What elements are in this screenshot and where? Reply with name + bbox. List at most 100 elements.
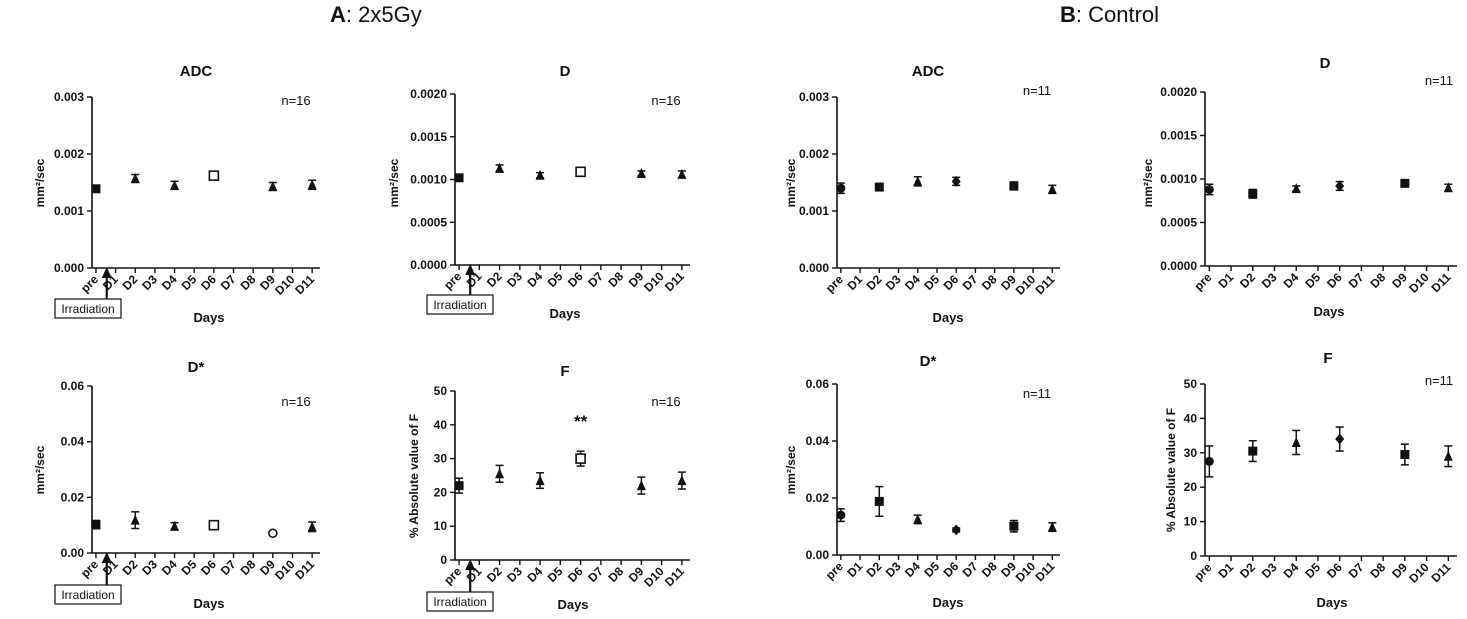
y-tick-label: 0.02	[61, 490, 85, 504]
x-tick-label: D1	[1215, 270, 1236, 291]
x-tick-label: D4	[159, 272, 180, 293]
x-tick-label: D8	[605, 269, 626, 290]
y-tick-label: 0.0000	[410, 258, 447, 272]
y-tick-label: 0.0020	[1160, 85, 1197, 99]
x-tick-label: D5	[545, 269, 566, 290]
x-tick-label: D2	[1237, 560, 1258, 581]
data-point-3	[208, 519, 220, 531]
data-point-0	[91, 520, 101, 530]
x-axis-label: Days	[193, 310, 224, 325]
x-tick-label: pre	[823, 559, 846, 582]
x-tick-label: D3	[139, 557, 160, 578]
data-point-4	[636, 480, 646, 491]
x-tick-label: D6	[198, 557, 219, 578]
y-tick-label: 0.0020	[410, 87, 447, 101]
data-point-0	[454, 173, 464, 183]
y-tick-label: 0.000	[54, 261, 84, 275]
sample-size-label: n=11	[1425, 373, 1453, 388]
x-tick-label: D8	[238, 557, 259, 578]
data-point-3	[1335, 180, 1345, 192]
x-tick-label: D7	[1346, 560, 1367, 581]
x-tick-label: D2	[120, 272, 141, 293]
x-tick-label: D3	[504, 564, 525, 585]
data-point-3	[951, 524, 961, 536]
irradiation-label: Irradiation	[433, 595, 486, 609]
x-tick-label: D2	[1237, 270, 1258, 291]
y-axis-label: mm²/sec	[784, 158, 798, 207]
data-point-0	[836, 183, 846, 193]
x-axis-label: Days	[193, 596, 224, 611]
data-point-2	[535, 475, 545, 486]
data-point-1	[874, 496, 884, 506]
group-title-b: B: Control	[1060, 2, 1159, 28]
x-tick-label: D10	[1406, 270, 1432, 296]
irradiation-label: Irradiation	[433, 298, 486, 312]
data-point-2	[1291, 436, 1301, 447]
x-tick-label: D2	[484, 269, 505, 290]
x-tick-label: D6	[941, 559, 962, 580]
x-axis-label: Days	[932, 310, 963, 325]
data-point-0	[1204, 184, 1214, 194]
y-tick-label: 0.0015	[410, 130, 447, 144]
x-tick-label: D2	[484, 564, 505, 585]
x-tick-label: D6	[1324, 560, 1345, 581]
group-title-a: A: 2x5Gy	[330, 2, 422, 28]
y-tick-label: 0	[1190, 549, 1197, 563]
x-tick-label: D3	[1259, 560, 1280, 581]
data-point-0	[1204, 456, 1214, 466]
y-tick-label: 0	[440, 553, 447, 567]
y-axis-label: mm²/sec	[33, 445, 47, 494]
chart-title: F	[1323, 350, 1332, 367]
x-tick-label: D4	[1281, 270, 1302, 291]
data-point-5	[307, 521, 317, 532]
irradiation-box	[54, 298, 122, 319]
data-point-4	[1009, 521, 1019, 531]
data-point-5	[1047, 521, 1057, 532]
x-tick-label: D10	[1406, 560, 1432, 586]
y-tick-label: 0.003	[799, 90, 829, 104]
x-tick-label: pre	[78, 557, 101, 580]
data-point-1	[495, 162, 505, 173]
data-point-3	[951, 175, 961, 187]
x-tick-label: D7	[960, 272, 981, 293]
x-tick-label: D3	[139, 272, 160, 293]
x-tick-label: pre	[78, 272, 101, 295]
y-tick-label: 0.06	[806, 377, 830, 391]
data-point-0	[91, 184, 101, 194]
x-axis-label: Days	[1316, 595, 1347, 610]
data-point-4	[1400, 178, 1410, 188]
x-tick-label: D7	[218, 272, 239, 293]
x-tick-label: D5	[545, 564, 566, 585]
sample-size-label: n=16	[281, 93, 310, 108]
y-tick-label: 30	[434, 452, 448, 466]
y-tick-label: 30	[1184, 446, 1198, 460]
data-point-4	[268, 180, 278, 191]
data-point-1	[495, 468, 505, 479]
sample-size-label: n=11	[1023, 386, 1051, 401]
x-tick-label: D8	[605, 564, 626, 585]
group-label-b: : Control	[1075, 2, 1160, 27]
data-point-2	[913, 175, 923, 186]
y-axis-label: mm²/sec	[33, 158, 47, 207]
x-tick-label: D6	[1324, 270, 1345, 291]
x-axis-label: Days	[1313, 304, 1344, 319]
group-label-a: : 2x5Gy	[345, 2, 422, 27]
chart-title: D	[1320, 55, 1331, 72]
sample-size-label: n=16	[651, 93, 680, 108]
irradiation-label: Irradiation	[61, 588, 114, 602]
sample-size-label: n=16	[651, 394, 680, 409]
x-tick-label: pre	[441, 269, 464, 292]
sample-size-label: n=11	[1425, 73, 1453, 88]
y-tick-label: 0.001	[54, 204, 84, 218]
group-letter-b: B	[1060, 2, 1076, 27]
x-tick-label: D1	[844, 559, 865, 580]
x-tick-label: pre	[441, 564, 464, 587]
data-point-4	[636, 168, 646, 179]
y-tick-label: 0.001	[799, 204, 829, 218]
x-tick-label: D7	[960, 559, 981, 580]
data-point-2	[535, 169, 545, 180]
